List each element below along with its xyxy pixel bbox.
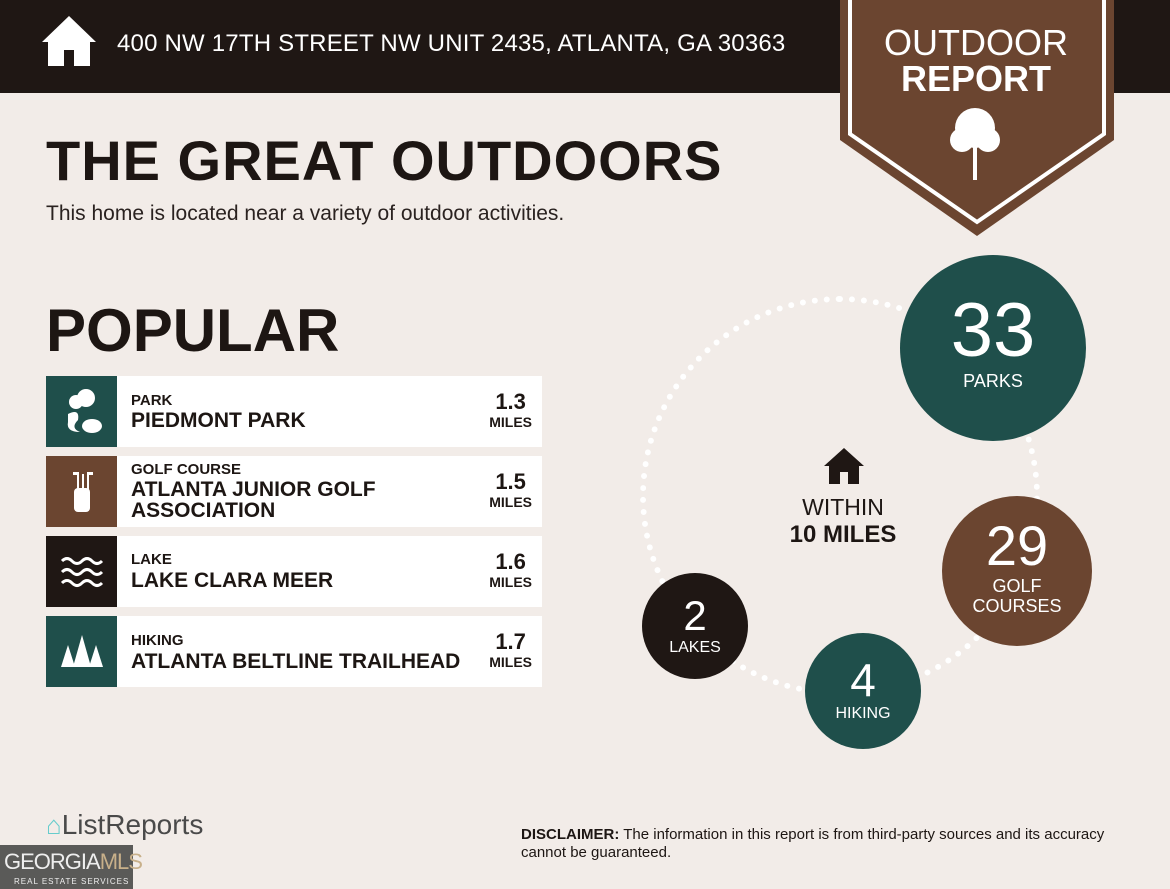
popular-item-lake: LAKE LAKE CLARA MEER 1.6 MILES (46, 536, 542, 607)
lakes-count-circle: 2 LAKES (642, 573, 748, 679)
waves-icon (46, 536, 117, 607)
house-icon (42, 16, 96, 66)
within-distance: 10 MILES (789, 521, 897, 548)
golf-count-circle: 29 GOLF COURSES (942, 496, 1092, 646)
popular-item-park: PARK PIEDMONT PARK 1.3 MILES (46, 376, 542, 447)
item-distance: 1.3 MILES (489, 389, 532, 431)
golf-bag-icon (46, 456, 117, 527)
listreports-logo: ⌂ListReports (46, 809, 204, 840)
park-icon (46, 376, 117, 447)
badge-line2: REPORT (900, 58, 1051, 99)
page-title: THE GREAT OUTDOORS (46, 129, 723, 192)
tree-icon (950, 108, 1000, 180)
popular-item-golf: GOLF COURSE ATLANTA JUNIOR GOLF ASSOCIAT… (46, 456, 542, 527)
pine-trees-icon (46, 616, 117, 687)
item-category: HIKING (131, 632, 184, 649)
within-label: WITHIN (802, 494, 884, 520)
popular-item-hiking: HIKING ATLANTA BELTLINE TRAILHEAD 1.7 MIL… (46, 616, 542, 687)
item-distance: 1.6 MILES (489, 549, 532, 591)
popular-heading: POPULAR (46, 297, 340, 364)
georgia-mls-logo: GEORGIAMLS REAL ESTATE SERVICES (0, 845, 143, 889)
house-icon (824, 448, 864, 484)
item-name: LAKE CLARA MEER (131, 569, 334, 592)
item-distance: 1.7 MILES (489, 629, 532, 671)
item-category: PARK (131, 392, 173, 409)
item-category: LAKE (131, 551, 172, 568)
hiking-count-circle: 4 HIKING (805, 633, 921, 749)
item-name: ATLANTA JUNIOR GOLF ASSOCIATION (131, 478, 376, 522)
item-category: GOLF COURSE (131, 461, 242, 478)
item-distance: 1.5 MILES (489, 469, 532, 511)
item-name: PIEDMONT PARK (131, 409, 306, 432)
outdoor-report-badge (840, 0, 1114, 236)
badge-line1: OUTDOOR (884, 22, 1068, 63)
disclaimer: DISCLAIMER: The information in this repo… (521, 826, 1105, 861)
item-name: ATLANTA BELTLINE TRAILHEAD (131, 650, 461, 673)
property-address: 400 NW 17TH STREET NW UNIT 2435, ATLANTA… (117, 30, 786, 57)
parks-count-circle: 33 PARKS (900, 255, 1086, 441)
page-subtitle: This home is located near a variety of o… (46, 202, 565, 225)
